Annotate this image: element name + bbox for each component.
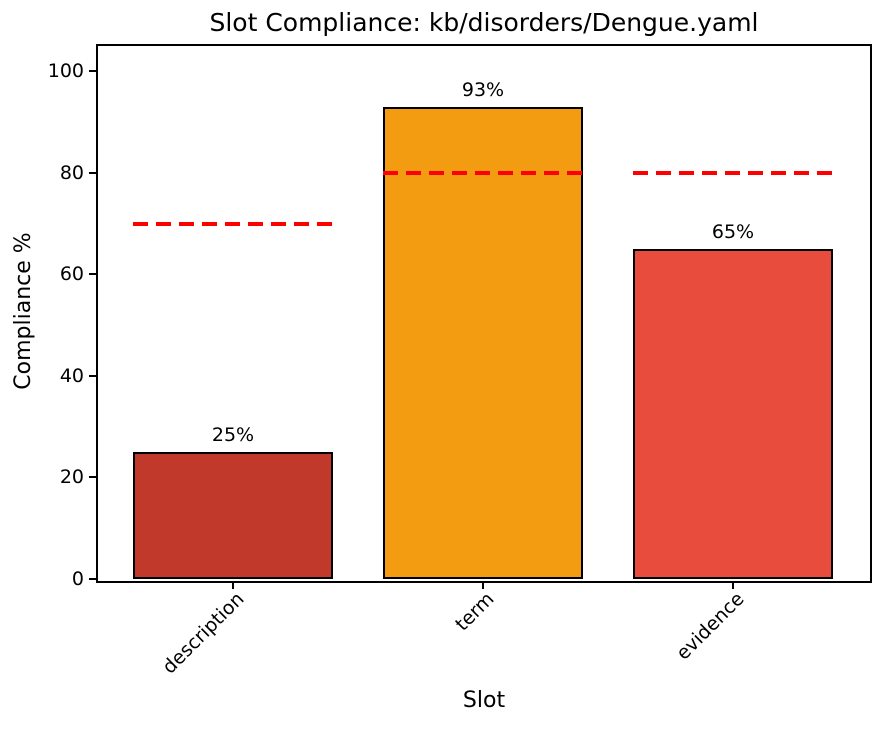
threshold-line [133, 221, 333, 226]
bar-description [133, 452, 333, 579]
bar-term [383, 106, 583, 579]
x-axis-label: Slot [462, 688, 506, 713]
y-tick-mark [89, 374, 96, 377]
y-tick-label: 60 [59, 263, 84, 286]
y-tick-label: 40 [59, 364, 84, 387]
chart-title: Slot Compliance: kb/disorders/Dengue.yam… [209, 8, 759, 37]
x-tick-mark [232, 581, 234, 589]
y-tick-mark [89, 273, 96, 276]
y-tick-mark [89, 171, 96, 174]
y-tick-mark [89, 578, 96, 580]
x-tick-mark [732, 581, 734, 589]
y-tick-mark [89, 70, 96, 73]
y-tick-label: 100 [47, 60, 84, 83]
threshold-line [383, 170, 583, 175]
y-tick-mark [89, 476, 96, 479]
threshold-line [633, 170, 833, 175]
bar-evidence [633, 249, 833, 579]
y-tick-label: 80 [59, 161, 84, 184]
bar-value-label: 65% [711, 221, 755, 244]
y-axis-label: Compliance % [11, 232, 36, 390]
bar-value-label: 93% [461, 78, 505, 101]
bar-value-label: 25% [211, 424, 255, 447]
x-tick-mark [482, 581, 484, 589]
y-tick-label: 0 [71, 568, 84, 590]
y-tick-label: 20 [59, 466, 84, 489]
